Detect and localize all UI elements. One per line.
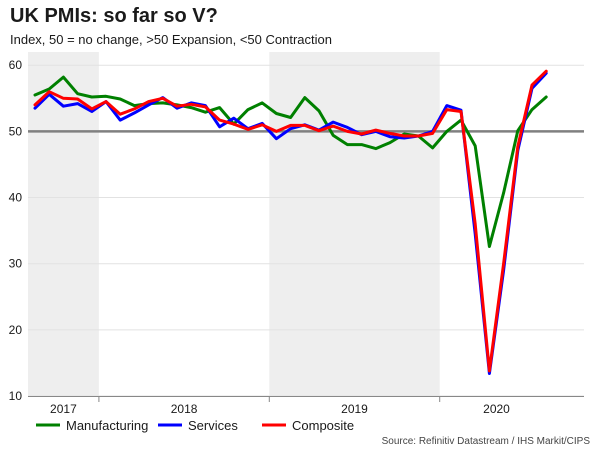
source-note: Source: Refinitiv Datastream / IHS Marki… [382, 436, 591, 447]
shaded-period-2 [269, 52, 440, 396]
legend-label-composite: Composite [292, 418, 354, 433]
x-axis: 2017 2018 2019 2020 [28, 396, 584, 416]
legend-label-services: Services [188, 418, 238, 433]
y-tick-label-50: 50 [9, 124, 23, 138]
chart-subtitle: Index, 50 = no change, >50 Expansion, <5… [10, 32, 332, 47]
x-tick-label-2019: 2019 [341, 402, 368, 416]
x-tick-label-2020: 2020 [483, 402, 510, 416]
legend-label-manufacturing: Manufacturing [66, 418, 148, 433]
chart-title: UK PMIs: so far so V? [10, 5, 218, 27]
x-tick-label-2017: 2017 [50, 402, 77, 416]
y-tick-label-10: 10 [9, 389, 23, 403]
y-tick-label-20: 20 [9, 323, 23, 337]
legend: Manufacturing Services Composite [36, 418, 354, 433]
x-tick-label-2018: 2018 [171, 402, 198, 416]
y-tick-label-30: 30 [9, 257, 23, 271]
shaded-periods [28, 52, 440, 396]
y-tick-label-40: 40 [9, 191, 23, 205]
series-line-composite [33, 69, 548, 373]
y-tick-label-60: 60 [9, 58, 23, 72]
y-axis-labels: 10 20 30 40 50 60 [9, 58, 23, 403]
series-lines [33, 69, 548, 375]
